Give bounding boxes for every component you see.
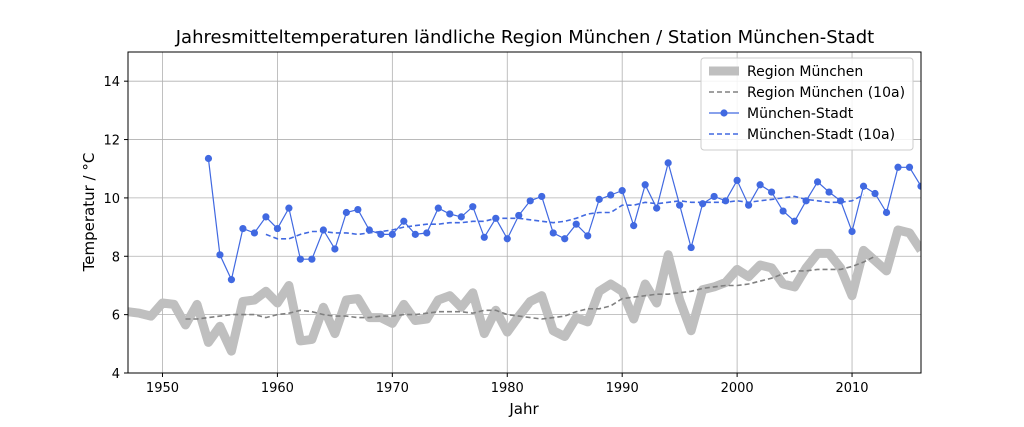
legend-label: Region München (10a): [747, 85, 905, 101]
series-line-muenchen-stadt-10a: [265, 194, 864, 240]
data-point: [400, 217, 408, 225]
y-tick-label: 12: [103, 134, 120, 149]
plot-frame: [127, 51, 922, 374]
data-point: [515, 211, 523, 220]
legend-label: München-Stadt (10a): [747, 127, 895, 143]
legend: Region München Region München (10a) Münche…: [700, 57, 914, 151]
data-point: [676, 201, 684, 209]
legend-marker: [720, 109, 728, 117]
data-point: [377, 230, 385, 238]
data-point: [216, 251, 224, 259]
data-point: [457, 213, 465, 221]
data-point: [779, 207, 787, 215]
data-point: [388, 230, 396, 238]
data-point: [239, 224, 247, 233]
data-point: [790, 217, 799, 225]
y-tick-label: 10: [103, 192, 120, 207]
x-axis-title: Jahr: [508, 400, 539, 418]
chart-title: Jahresmitteltemperaturen ländliche Regio…: [175, 27, 875, 48]
data-point: [331, 245, 339, 253]
data-point: [848, 227, 856, 236]
data-point: [572, 220, 580, 228]
data-point: [227, 276, 236, 284]
data-point: [825, 188, 833, 196]
data-point: [423, 229, 431, 237]
data-point: [204, 154, 213, 163]
data-point: [411, 230, 419, 238]
data-point: [595, 195, 603, 203]
y-tick-label: 14: [103, 75, 120, 90]
data-point: [503, 235, 511, 243]
data-point: [549, 229, 557, 237]
data-point: [871, 189, 879, 198]
data-point: [687, 243, 695, 252]
data-point: [561, 235, 569, 243]
data-point: [250, 229, 259, 237]
data-point: [365, 226, 373, 234]
data-point: [446, 210, 454, 218]
data-point: [905, 163, 914, 171]
data-point: [756, 181, 764, 189]
x-tick-label: 1960: [261, 381, 294, 396]
data-point: [296, 255, 304, 263]
data-point: [538, 192, 546, 201]
x-tick-label: 2010: [835, 381, 868, 396]
data-point: [767, 188, 776, 196]
data-point: [745, 201, 753, 209]
data-point: [664, 159, 672, 167]
x-tick-label: 1950: [146, 381, 179, 396]
series-layer: [128, 154, 921, 356]
data-point: [319, 226, 327, 234]
data-point: [618, 187, 626, 195]
data-point: [526, 197, 534, 205]
data-point: [882, 208, 891, 217]
data-point: [917, 182, 921, 190]
ticks: 1950 1960 1970 1980 1990 2000 2010 4 6 8 10 12 14: [103, 75, 868, 396]
data-point: [836, 197, 845, 205]
data-point: [285, 204, 293, 212]
y-tick-label: 4: [112, 367, 120, 382]
data-point: [262, 213, 270, 221]
data-point: [354, 205, 362, 214]
data-point: [273, 224, 282, 233]
data-point: [653, 204, 661, 212]
plot-area: [128, 154, 921, 356]
y-tick-label: 8: [112, 250, 120, 265]
data-point: [859, 182, 868, 190]
data-point: [469, 203, 477, 211]
x-tick-label: 2000: [721, 381, 754, 396]
legend-box: [700, 57, 914, 151]
y-axis-title: Temperatur / °C: [80, 153, 98, 273]
y-tick-label: 6: [112, 309, 120, 324]
x-tick-label: 1970: [376, 381, 409, 396]
data-point: [710, 192, 718, 201]
data-point: [733, 176, 741, 184]
data-point: [641, 181, 649, 189]
x-tick-label: 1990: [606, 381, 639, 396]
data-point: [342, 208, 350, 217]
legend-label: München-Stadt: [747, 106, 854, 122]
data-point: [308, 255, 316, 263]
data-point: [813, 178, 822, 186]
data-point: [894, 163, 902, 171]
legend-label: Region München: [747, 64, 863, 80]
x-tick-label: 1980: [491, 381, 524, 396]
data-point: [630, 222, 638, 230]
data-point: [722, 197, 730, 205]
data-point: [480, 233, 488, 241]
data-point: [607, 191, 615, 199]
data-point: [699, 200, 707, 208]
data-point: [434, 204, 442, 212]
data-point: [584, 232, 592, 240]
series-line-region-muenchen-10a: [185, 255, 876, 320]
series-line-region-muenchen: [128, 225, 921, 356]
